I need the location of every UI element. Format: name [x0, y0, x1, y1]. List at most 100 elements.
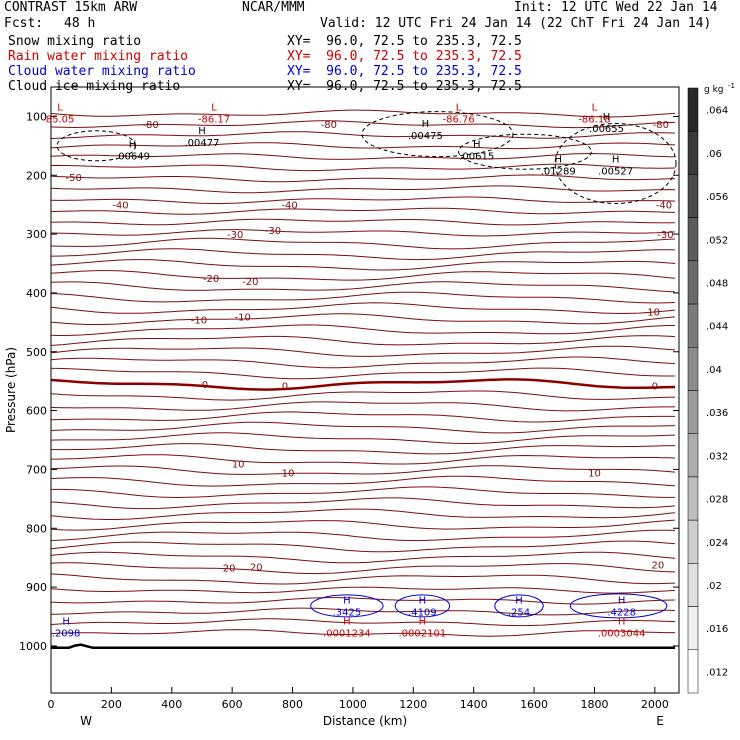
x-tick-label: 800: [282, 698, 303, 711]
extremum-letter: H: [473, 140, 481, 151]
colorbar-swatch: [687, 433, 699, 478]
isotherm-label: -10: [235, 312, 251, 323]
extremum-value: .4228: [607, 608, 636, 619]
extremum-letter: H: [62, 616, 70, 627]
cloud-ice-contour: [56, 130, 137, 162]
cloud-ice-contour: [361, 111, 514, 158]
isotherm-label: 20: [651, 561, 664, 572]
colorbar-tick-label: .024: [706, 538, 728, 549]
isotherm-line: [50, 163, 676, 172]
x-tick-label: 1600: [520, 698, 548, 711]
extremum-value: -86.76: [442, 115, 474, 126]
isotherm-label: 10: [282, 468, 295, 479]
extremum-letter: L: [57, 103, 63, 114]
x-tick-label: 1200: [399, 698, 427, 711]
center-label: NCAR/MMM: [242, 0, 305, 15]
field-name-cloudwater: Cloud water mixing ratio: [8, 64, 196, 79]
isotherm-line: [50, 465, 676, 475]
isotherm-line: [50, 152, 676, 160]
extremum-letter: H: [343, 596, 351, 607]
y-tick-label: 100: [26, 110, 47, 123]
isotherm-line: [50, 185, 676, 194]
extremum-value: .3425: [333, 608, 362, 619]
isotherm-line: [50, 586, 676, 594]
colorbar-swatch: [687, 347, 699, 391]
isotherm-line: [51, 367, 675, 380]
y-tick-label: 600: [26, 405, 47, 418]
extremum-value: .2098: [52, 628, 81, 639]
y-tick-label: 400: [26, 287, 47, 300]
x-tick-label: 1400: [460, 698, 488, 711]
extremum-value: 85.05: [46, 115, 75, 126]
x-tick-label: 1800: [580, 698, 608, 711]
isotherm-line: [50, 281, 676, 293]
isotherm-label: -80: [653, 120, 669, 131]
extremum-value: .00475: [408, 131, 443, 142]
extremum-letter: H: [515, 596, 523, 607]
isotherm-line: [50, 529, 676, 542]
x-tick-label: 400: [161, 698, 182, 711]
y-tick-label: 200: [26, 169, 47, 182]
fcst-label: Fcst:: [4, 16, 44, 31]
field-xy-cloudwater: XY= 96.0, 72.5 to 235.3, 72.5: [287, 64, 522, 79]
isotherm-line: [50, 378, 676, 391]
colorbar-swatch: [687, 476, 699, 521]
isotherm-line: [50, 421, 676, 434]
extremum-letter: H: [612, 154, 620, 165]
extremum-value: .254: [508, 608, 530, 619]
isotherm-line: [51, 248, 676, 261]
colorbar-tick-label: .04: [706, 365, 722, 376]
isotherm-label: 10: [232, 460, 245, 471]
isotherm-line: [50, 401, 676, 412]
isotherm-line: [50, 196, 676, 205]
isotherm-line: [51, 443, 676, 455]
isotherm-line: [50, 120, 676, 129]
cloud-water-contour: [310, 594, 384, 618]
isotherm-line: [50, 302, 676, 315]
colorbar-tick-label: .048: [706, 278, 728, 289]
extremum-letter: H: [422, 119, 430, 130]
x-tick-label: 200: [101, 698, 122, 711]
extremum-letter: L: [592, 103, 598, 114]
colorbar-tick-label: .052: [706, 235, 728, 246]
x-tick-label: 2000: [641, 698, 669, 711]
isotherm-line: [50, 174, 676, 183]
plot-border: [50, 86, 680, 694]
isotherm-line: [50, 629, 675, 637]
valid-time: Valid: 12 UTC Fri 24 Jan 14 (22 ChT Fri …: [320, 16, 712, 31]
extremum-letter: H: [343, 616, 351, 627]
y-axis-label: Pressure (hPa): [4, 347, 18, 433]
x-end-label-left: W: [80, 714, 92, 728]
plot-frame: [50, 86, 680, 694]
extremum-letter: L: [211, 103, 217, 114]
x-end-label-right: E: [656, 714, 664, 728]
x-tick-label: 1000: [339, 698, 367, 711]
isotherm-label: -20: [203, 274, 219, 285]
colorbar-swatch: [687, 217, 699, 262]
y-tick-label: 300: [26, 228, 47, 241]
model-title: CONTRAST 15km ARW: [4, 0, 138, 15]
colorbar-swatch: [687, 519, 699, 564]
cloud-water-contour: [494, 594, 544, 618]
isotherm-line: [50, 390, 676, 401]
isotherm-line: [50, 131, 676, 139]
isotherm-line: [50, 519, 676, 531]
isotherm-line: [50, 313, 676, 325]
isotherm-label: 10: [588, 468, 601, 479]
isotherm-line: [51, 607, 676, 616]
isotherm-line: [50, 109, 676, 118]
field-xy-snow: XY= 96.0, 72.5 to 235.3, 72.5: [287, 34, 522, 49]
cloud-water-contour: [394, 594, 451, 618]
isotherm-line: [50, 291, 676, 304]
x-tick-label: 600: [222, 698, 243, 711]
colorbar-tick-label: .032: [706, 451, 728, 462]
extremum-letter: H: [419, 596, 427, 607]
extremum-letter: H: [618, 596, 626, 607]
colorbar-unit: g kg: [704, 85, 724, 95]
x-tick-label: 0: [48, 698, 55, 711]
extremum-value: -86.17: [198, 115, 230, 126]
isotherm-line: [50, 432, 676, 444]
y-tick-label: 700: [26, 463, 47, 476]
